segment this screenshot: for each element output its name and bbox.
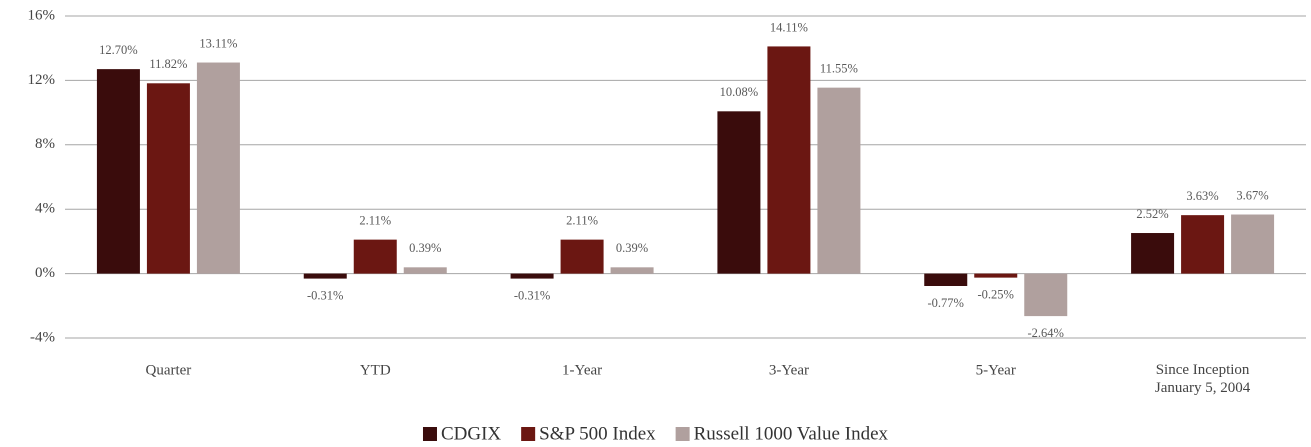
bar <box>510 273 554 279</box>
bar <box>610 267 654 274</box>
value-label: 14.11% <box>770 20 808 34</box>
y-tick-label: 0% <box>35 265 55 281</box>
bar <box>1131 233 1175 274</box>
bar <box>353 239 397 274</box>
value-label: 12.70% <box>99 43 138 57</box>
value-label: -0.25% <box>978 288 1014 302</box>
legend-label: S&P 500 Index <box>539 423 656 444</box>
legend-label: Russell 1000 Value Index <box>694 423 889 444</box>
bar <box>303 273 347 279</box>
y-tick-label: -4% <box>30 329 55 345</box>
value-label: -2.64% <box>1028 326 1064 340</box>
bar <box>717 111 761 274</box>
value-label: 11.82% <box>149 57 187 71</box>
y-tick-label: 4% <box>35 201 55 217</box>
legend-swatch <box>422 427 437 441</box>
legend-item: CDGIX <box>422 423 501 444</box>
x-tick-label: 1-Year <box>562 362 602 378</box>
x-tick-label: Quarter <box>146 362 192 378</box>
bar <box>560 239 604 274</box>
bar <box>196 62 240 274</box>
bar <box>403 267 447 274</box>
bar <box>924 273 968 286</box>
x-tick-label: 5-Year <box>976 362 1016 378</box>
legend-item: Russell 1000 Value Index <box>675 423 889 444</box>
value-label: -0.77% <box>928 296 964 310</box>
legend-swatch <box>675 427 690 441</box>
y-tick-label: 16% <box>28 7 56 23</box>
x-tick-label: YTD <box>360 362 391 378</box>
bar <box>1181 215 1225 274</box>
bar <box>96 69 140 274</box>
x-tick-label: Since Inception January 5, 2004 <box>1155 362 1251 396</box>
legend-item: S&P 500 Index <box>521 423 656 444</box>
y-tick-label: 12% <box>28 72 56 88</box>
legend-label: CDGIX <box>441 423 501 444</box>
value-label: 10.08% <box>720 85 759 99</box>
legend-swatch <box>521 427 536 441</box>
value-label: 13.11% <box>199 36 237 50</box>
bar <box>1024 273 1068 317</box>
value-label: -0.31% <box>514 288 550 302</box>
value-label: 3.67% <box>1236 188 1268 202</box>
value-label: 0.39% <box>616 241 648 255</box>
value-label: 2.11% <box>566 214 598 228</box>
x-tick-label: 3-Year <box>769 362 809 378</box>
value-label: 11.55% <box>820 62 858 76</box>
bar <box>817 87 861 274</box>
bar <box>146 83 190 274</box>
bar <box>767 46 811 274</box>
bar <box>974 273 1018 278</box>
value-label: 2.52% <box>1136 207 1168 221</box>
value-label: 0.39% <box>409 241 441 255</box>
value-label: 2.11% <box>359 214 391 228</box>
bar <box>1231 214 1275 274</box>
value-label: 3.63% <box>1186 189 1218 203</box>
y-tick-label: 8% <box>35 136 55 152</box>
value-label: -0.31% <box>307 288 343 302</box>
